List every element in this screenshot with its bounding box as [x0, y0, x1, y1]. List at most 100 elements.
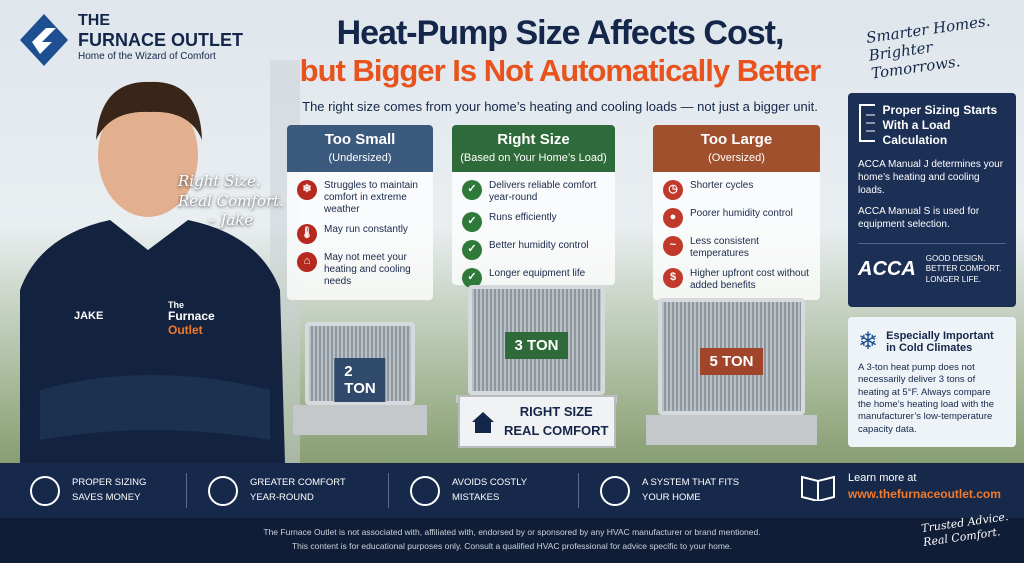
benefit-icon: [600, 475, 630, 506]
shirt-brand: The: [168, 300, 185, 310]
benefit-icon: [410, 475, 440, 506]
column-subtitle: (Undersized): [328, 152, 392, 164]
shirt-brand: Outlet: [168, 323, 203, 338]
shirt-brand: Furnace: [168, 309, 215, 324]
disclaimer-line: The Furnace Outlet is not associated wit…: [263, 527, 761, 537]
learn-url[interactable]: www.thefurnaceoutlet.com: [848, 487, 1001, 501]
column-header: Right Size (Based on Your Home’s Load): [452, 125, 615, 172]
column-item: ✓ Better humidity control: [462, 240, 607, 260]
column-item: ✓ Runs efficiently: [462, 212, 607, 232]
hvac-unit: 5 TON: [658, 298, 805, 415]
item-icon: ✓: [462, 212, 482, 232]
item-text: May run constantly: [324, 224, 408, 235]
benefit: PROPER SIZING SAVES MONEY: [30, 463, 146, 518]
benefit-icon: [30, 475, 60, 506]
acca-logo: ACCA: [858, 258, 916, 281]
logo: THE FURNACE OUTLET Home of the Wizard of…: [78, 12, 243, 62]
divider: [388, 473, 389, 508]
logo-line: FURNACE OUTLET: [78, 30, 243, 50]
logo-mark: [20, 14, 68, 66]
disclaimer-line: This content is for educational purposes…: [291, 540, 733, 551]
book-icon: [801, 475, 835, 501]
column-header: Too Large (Oversized): [653, 125, 820, 172]
benefit-text: GREATER COMFORT YEAR-ROUND: [250, 476, 346, 505]
acca-motto: LONGER LIFE.: [925, 274, 981, 284]
size-column: Too Small (Undersized) ❄ Struggles to maint…: [287, 125, 433, 300]
benefit-line: MISTAKES: [452, 491, 500, 503]
column-item: ❄ Struggles to maintain comfort in extrem…: [297, 180, 425, 216]
cold-panel: ❄ Especially Important in Cold Climates …: [848, 317, 1016, 447]
divider: [186, 473, 187, 508]
house-icon: [472, 411, 494, 433]
benefit-line: YEAR-ROUND: [250, 491, 314, 503]
header: Heat-Pump Size Affects Cost, but Bigger …: [250, 14, 870, 114]
disclaimer: The Furnace Outlet is not associated wit…: [0, 518, 1024, 563]
column-item: 🌡 May run constantly: [297, 224, 425, 244]
benefit-line: AVOIDS COSTLY: [452, 477, 528, 489]
column-item: ⌂ May not meet your heating and cooling n…: [297, 252, 425, 288]
unit-base: [293, 405, 427, 435]
benefit-line: YOUR HOME: [642, 491, 701, 503]
logo-line: THE: [78, 12, 110, 29]
item-text: Poorer humidity control: [690, 208, 793, 219]
hvac-unit: 2 TON: [305, 322, 415, 405]
shirt-logo: The Furnace Outlet: [168, 300, 215, 338]
benefit-text: A SYSTEM THAT FITS YOUR HOME: [642, 476, 739, 505]
unit-label: 3 TON: [504, 331, 569, 359]
size-column: Too Large (Oversized) ◷ Shorter cycles ● Poor…: [653, 125, 820, 300]
column-title: Too Large: [700, 131, 773, 148]
title: Heat-Pump Size Affects Cost,: [336, 14, 785, 52]
size-column: Right Size (Based on Your Home’s Load) ✓ De…: [452, 125, 615, 288]
quote: Right Size. Real Comfort. – Jake: [178, 172, 284, 231]
column-subtitle: (Oversized): [708, 152, 765, 164]
panel-text: ACCA Manual J determines your home’s hea…: [858, 159, 1004, 196]
badge-line: REAL COMFORT: [504, 422, 609, 438]
item-text: Runs efficiently: [489, 212, 557, 223]
acca-motto: BETTER COMFORT.: [925, 264, 1002, 274]
divider: [578, 473, 579, 508]
column-item: ~ Less consistent temperatures: [663, 236, 812, 260]
title: but Bigger Is Not Automatically Better: [299, 53, 822, 88]
person-illustration: [20, 60, 300, 463]
shirt-name: JAKE: [74, 310, 104, 322]
column-title: Right Size: [497, 131, 570, 148]
quote-line: Real Comfort.: [178, 191, 284, 210]
item-text: Shorter cycles: [690, 180, 754, 191]
load-panel: Proper Sizing Starts With a Load Calcula…: [848, 93, 1016, 307]
benefit-icon: [208, 475, 238, 506]
benefit: AVOIDS COSTLY MISTAKES: [410, 463, 527, 518]
benefit-line: SAVES MONEY: [72, 491, 141, 503]
item-text: Less consistent temperatures: [690, 236, 759, 259]
quote-line: – Jake: [208, 211, 254, 229]
item-icon: ✓: [462, 180, 482, 200]
item-text: Longer equipment life: [489, 268, 586, 279]
item-text: Higher upfront cost without added benefi…: [690, 268, 809, 291]
subtitle: The right size comes from your home’s he…: [302, 99, 818, 114]
badge: RIGHT SIZE REAL COMFORT: [458, 395, 616, 448]
column-item: $ Higher upfront cost without added benef…: [663, 268, 812, 292]
column-subtitle: (Based on Your Home’s Load): [460, 152, 607, 164]
benefit-text: AVOIDS COSTLY MISTAKES: [452, 476, 527, 505]
doc-icon: [859, 104, 875, 142]
column-title: Too Small: [324, 131, 396, 148]
column-item: ◷ Shorter cycles: [663, 180, 812, 200]
item-icon: 🌡: [297, 224, 317, 244]
item-icon: ●: [663, 208, 683, 228]
item-icon: $: [663, 268, 683, 288]
column-item: ● Poorer humidity control: [663, 208, 812, 228]
item-icon: ⌂: [297, 252, 317, 272]
learn-label: Learn more at: [848, 472, 917, 484]
panel-text: ACCA Manual S is used for equipment sele…: [858, 206, 980, 230]
column-item: ✓ Delivers reliable comfort year-round: [462, 180, 607, 204]
benefit-line: A SYSTEM THAT FITS: [642, 477, 740, 489]
slogan: Smarter Homes. Brighter Tomorrows.: [865, 7, 1024, 83]
unit-base: [646, 415, 817, 445]
item-text: Better humidity control: [489, 240, 589, 251]
panel-title: Proper Sizing Starts With a Load Calcula…: [882, 103, 998, 147]
item-text: Delivers reliable comfort year-round: [489, 180, 597, 203]
benefit-line: PROPER SIZING: [72, 477, 147, 489]
column-item: ✓ Longer equipment life: [462, 268, 607, 288]
hvac-unit: 3 TON: [468, 285, 605, 395]
benefit-bar: [0, 463, 1024, 518]
